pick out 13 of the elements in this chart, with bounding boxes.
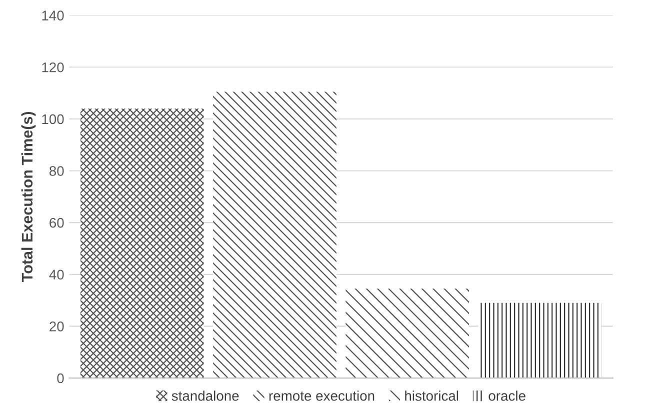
y-tick-label: 120 <box>42 62 64 72</box>
y-tick-label: 40 <box>49 270 64 280</box>
y-tick-label: 60 <box>50 218 64 228</box>
y-tick-label: 140 <box>42 10 64 20</box>
y-tick-label: 100 <box>42 114 64 124</box>
legend-label: historical <box>405 390 458 401</box>
y-tick-label: 20 <box>50 322 64 332</box>
legend-label: oracle <box>488 390 526 401</box>
y-tick-label: 80 <box>49 166 64 176</box>
y-tick-label: 0 <box>57 373 64 384</box>
y-axis-title: Total Execution Time(s) <box>21 112 36 282</box>
legend-label: standalone <box>172 390 239 401</box>
legend-label: remote execution <box>269 390 374 401</box>
